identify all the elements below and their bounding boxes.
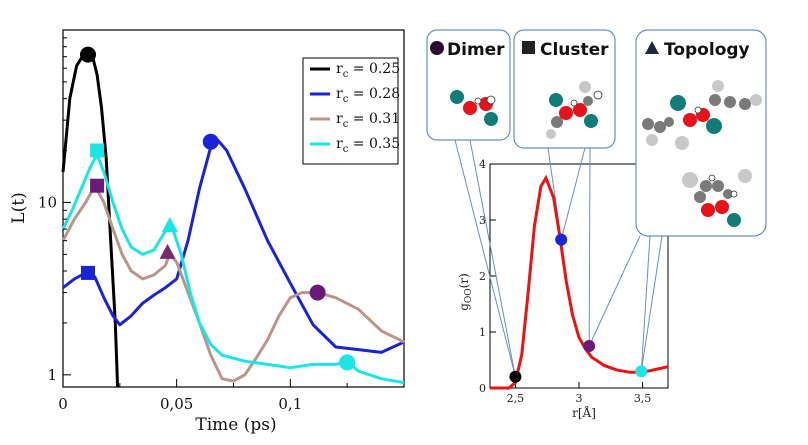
connector-line [588,147,591,347]
connector-lines [454,139,663,377]
legend-label-rc-0.25: rc = 0.25 [336,61,400,80]
right-y-tick-label: 0 [479,382,486,395]
right-y-tick-label: 4 [479,158,486,171]
series-line-rc-0.25 [61,51,120,388]
dimer-panel: Dimer [426,29,511,141]
cluster-panel: Cluster [513,29,616,149]
topology-title: Topology [664,40,750,60]
topology-triangle-icon [645,41,659,54]
y-tick-label: 10 [38,193,57,211]
connector-line [469,139,516,377]
right-y-tick-label: 1 [479,326,486,339]
y-tick-label: 1 [47,366,57,384]
marker-circle-rc-0.31 [309,284,326,301]
connector-line [588,235,641,347]
marker-square-rc-0.35 [90,143,105,158]
topology-panel-frame [635,29,767,237]
marker-circle-rc-0.28 [202,133,219,150]
cluster-title: Cluster [540,40,609,60]
marker-circle-rc-0.35 [339,354,356,371]
dimer-molecule [450,90,498,126]
right-x-tick-label: 3 [576,392,583,405]
cluster-molecule [546,81,603,139]
legend-box [302,57,399,165]
topology-molecule-1 [642,80,762,150]
right-x-tick-label: 2,5 [507,392,525,405]
y-axis-label: L(t) [9,192,29,223]
x-tick-label: 0,1 [278,395,302,413]
connector-line [560,147,586,240]
right-y-tick-label: 2 [479,270,486,283]
inset-panels: Dimer Cluster [426,29,767,237]
cluster-square-icon [522,41,535,54]
right-x-tick-label: 3,5 [634,392,652,405]
right-y-tick-label: 3 [479,214,486,227]
x-tick-label: 0 [58,395,68,413]
dimer-circle-icon [430,41,444,55]
topology-panel: Topology [635,29,767,237]
connector-line [640,235,663,372]
connector-line [640,235,651,372]
topology-molecule-2 [682,169,752,227]
x-axis-label: Time (ps) [195,415,276,435]
marker-triangle-rc-0.31 [159,243,176,259]
x-tick-label: 0,05 [160,395,193,413]
dimer-point [509,370,522,383]
marker-square-rc-0.28 [81,265,96,280]
legend-label-rc-0.35: rc = 0.35 [336,136,400,155]
gOO-curve [490,174,669,390]
marker-circle-rc-0.25 [80,46,97,63]
right-x-axis-label: r[Å] [572,405,596,420]
series-line-rc-0.35 [61,152,405,385]
legend: rc = 0.25 rc = 0.28 rc = 0.31 rc = 0.35 [302,57,400,165]
series-line-rc-0.28 [62,138,405,354]
right-chart: 2,5 3 3,5 0 1 2 3 4 r[Å] gOO(r) [454,139,669,420]
legend-label-rc-0.31: rc = 0.31 [336,111,400,130]
topology-point-1 [583,340,596,352]
dimer-title: Dimer [447,40,505,60]
right-y-axis-label: gOO(r) [457,273,474,311]
legend-label-rc-0.28: rc = 0.28 [336,86,400,105]
connector-line [454,139,516,377]
marker-triangle-rc-0.35 [161,216,178,232]
topology-point-2 [635,365,648,378]
marker-square-rc-0.31 [90,178,105,193]
cluster-point [555,233,568,246]
svg-text:gOO(r): gOO(r) [457,273,474,311]
